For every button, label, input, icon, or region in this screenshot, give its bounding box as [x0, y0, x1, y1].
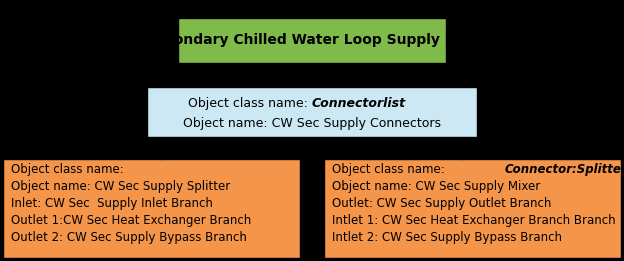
- FancyBboxPatch shape: [3, 159, 300, 258]
- Text: Object class name:: Object class name:: [11, 163, 127, 176]
- Text: Connectorlist: Connectorlist: [312, 97, 406, 110]
- Text: Inlet: CW Sec  Supply Inlet Branch: Inlet: CW Sec Supply Inlet Branch: [11, 197, 213, 210]
- Text: Intlet 1: CW Sec Heat Exchanger Branch Branch: Intlet 1: CW Sec Heat Exchanger Branch B…: [332, 214, 616, 227]
- Text: Object class name:: Object class name:: [332, 163, 449, 176]
- FancyBboxPatch shape: [178, 18, 446, 63]
- Text: Secondary Chilled Water Loop Supply Side: Secondary Chilled Water Loop Supply Side: [145, 33, 479, 48]
- FancyBboxPatch shape: [147, 87, 477, 137]
- FancyBboxPatch shape: [324, 159, 621, 258]
- Text: Object name: CW Sec Supply Connectors: Object name: CW Sec Supply Connectors: [183, 117, 441, 130]
- Text: Intlet 2: CW Sec Supply Bypass Branch: Intlet 2: CW Sec Supply Bypass Branch: [332, 231, 562, 244]
- Text: Outlet 1:CW Sec Heat Exchanger Branch: Outlet 1:CW Sec Heat Exchanger Branch: [11, 214, 251, 227]
- Text: Object name: CW Sec Supply Mixer: Object name: CW Sec Supply Mixer: [332, 180, 540, 193]
- Text: Object name: CW Sec Supply Splitter: Object name: CW Sec Supply Splitter: [11, 180, 230, 193]
- Text: Outlet 2: CW Sec Supply Bypass Branch: Outlet 2: CW Sec Supply Bypass Branch: [11, 231, 246, 244]
- Text: Outlet: CW Sec Supply Outlet Branch: Outlet: CW Sec Supply Outlet Branch: [332, 197, 552, 210]
- Text: Object class name:: Object class name:: [188, 97, 312, 110]
- Text: Connector:Splitter: Connector:Splitter: [504, 163, 624, 176]
